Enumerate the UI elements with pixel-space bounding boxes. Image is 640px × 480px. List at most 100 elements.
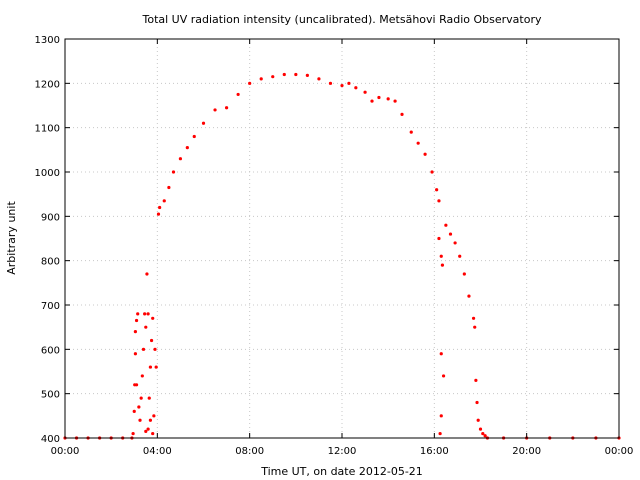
data-point (471, 316, 476, 320)
data-point (439, 414, 443, 418)
data-point (149, 338, 154, 343)
data-point (148, 365, 153, 369)
data-point (132, 409, 136, 413)
data-point (236, 92, 240, 97)
x-tick-label: 00:00 (605, 446, 634, 457)
data-point (153, 347, 157, 351)
data-point (140, 374, 144, 378)
data-point (423, 152, 427, 156)
data-point (430, 170, 434, 174)
plot-frame (64, 38, 620, 439)
data-point (259, 77, 263, 81)
data-point (458, 254, 462, 258)
grid (65, 39, 619, 438)
data-point (475, 400, 479, 405)
y-axis-ticks: 400 500 600 700 800 900 1000 1100 1200 1300 (35, 35, 619, 445)
x-tick-label: 20:00 (512, 446, 541, 457)
data-point (377, 95, 381, 100)
data-point (435, 188, 439, 192)
data-point (328, 81, 333, 85)
data-point (148, 418, 153, 422)
y-tick-label: 400 (41, 434, 60, 445)
data-point (437, 199, 441, 203)
chart-title: Total UV radiation intensity (uncalibrat… (142, 13, 542, 26)
y-tick-label: 800 (41, 257, 60, 268)
data-point (178, 157, 183, 161)
data-point (136, 312, 140, 316)
data-point (444, 223, 448, 227)
y-axis-label: Arbitrary unit (5, 201, 18, 275)
x-tick-label: 12:00 (328, 446, 357, 457)
x-axis-label: Time UT, on date 2012-05-21 (260, 465, 423, 478)
data-point (393, 99, 397, 103)
data-point (462, 272, 466, 276)
y-tick-label: 600 (41, 345, 60, 356)
data-point (145, 272, 149, 276)
data-point (474, 378, 478, 382)
data-point (282, 72, 286, 77)
data-point (453, 241, 457, 245)
data-point (162, 199, 166, 203)
data-point (448, 232, 453, 236)
y-tick-label: 1100 (35, 124, 60, 135)
data-point (167, 185, 171, 190)
y-tick-label: 1000 (35, 168, 60, 179)
data-point (185, 146, 189, 150)
data-point (201, 121, 206, 125)
data-point (139, 396, 143, 400)
data-point (154, 365, 158, 369)
data-point (467, 294, 471, 298)
data-point (317, 77, 321, 81)
data-point (133, 330, 138, 334)
data-point (131, 431, 135, 436)
data-point (143, 312, 147, 316)
data-point (224, 106, 229, 110)
y-tick-label: 500 (41, 390, 60, 401)
data-points (63, 72, 621, 440)
data-point (416, 141, 420, 145)
data-point (134, 383, 139, 387)
data-point (213, 108, 217, 112)
data-point (294, 72, 298, 77)
y-tick-label: 900 (41, 212, 60, 223)
x-axis-ticks: 00:00 04:00 08:00 12:00 16:00 20:00 00:00 (51, 39, 634, 457)
data-point (248, 81, 252, 85)
data-point (478, 427, 483, 431)
data-point (305, 73, 309, 77)
data-point (439, 254, 443, 258)
y-tick-label: 700 (41, 301, 60, 312)
data-point (409, 130, 413, 134)
data-point (370, 99, 374, 103)
data-point (146, 312, 150, 316)
data-point (440, 263, 445, 267)
y-tick-label: 1200 (35, 79, 60, 90)
data-point (476, 418, 480, 422)
data-point (134, 318, 139, 323)
x-tick-label: 00:00 (51, 446, 80, 457)
data-point (481, 431, 485, 436)
data-point (141, 347, 146, 351)
data-point (347, 81, 351, 85)
data-point (386, 97, 390, 101)
data-point (340, 83, 344, 88)
data-point (363, 90, 367, 94)
data-point (147, 396, 151, 400)
data-point (438, 431, 442, 436)
data-point (400, 112, 404, 116)
data-point (144, 325, 148, 329)
data-point (146, 427, 150, 431)
x-tick-label: 16:00 (420, 446, 449, 457)
data-point (192, 134, 196, 139)
data-point (158, 205, 162, 210)
x-tick-label: 04:00 (143, 446, 172, 457)
data-point (156, 212, 161, 216)
data-point (354, 86, 358, 90)
data-point (437, 236, 441, 241)
y-tick-label: 1300 (35, 35, 60, 46)
data-point (441, 374, 446, 378)
data-point (271, 75, 275, 79)
data-point (144, 429, 148, 433)
data-point (171, 170, 176, 174)
data-point (152, 414, 156, 418)
